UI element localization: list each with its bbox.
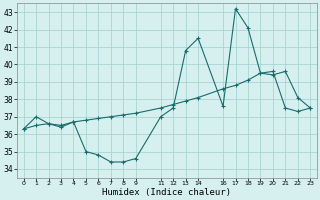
- X-axis label: Humidex (Indice chaleur): Humidex (Indice chaleur): [102, 188, 231, 197]
